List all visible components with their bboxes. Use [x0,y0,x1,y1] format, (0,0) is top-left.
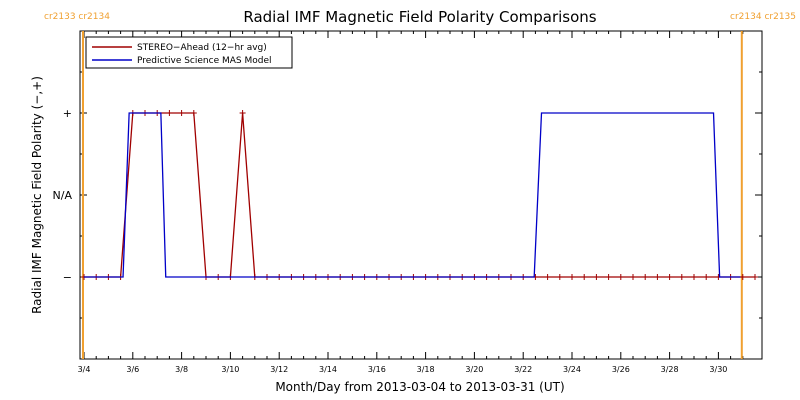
stereo-data-point [691,274,697,280]
y-tick-labels: − N/A + [53,107,73,284]
x-tick-label: 3/6 [126,365,139,374]
y-tick-label: − [63,271,72,284]
stereo-data-point [190,110,197,116]
stereo-data-point [544,274,551,280]
stereo-data-point [239,110,246,116]
legend: STEREO−Ahead (12−hr avg) Predictive Scie… [85,36,293,69]
stereo-data-point [593,274,600,280]
rotation-label-left: cr2133 cr2134 [44,12,110,22]
stereo-data-point [605,274,612,280]
x-tick-label: 3/12 [270,365,288,374]
legend-label-model: Predictive Science MAS Model [137,56,272,66]
stereo-data-point [703,274,710,280]
y-axis-label: Radial IMF Magnetic Field Polarity (−,+) [30,76,44,314]
x-tick-label: 3/26 [612,365,630,374]
x-tick-label: 3/24 [563,365,581,374]
stereo-data-point [178,110,185,116]
stereo-data-point [556,274,563,280]
stereo-data-point [654,274,661,280]
axis-ticks [80,30,762,360]
series-lines [81,110,758,280]
rotation-label-right: cr2134 cr2135 [730,12,796,22]
stereo-data-point [617,274,624,280]
x-tick-label: 3/22 [514,365,532,374]
stereo-data-point [739,274,746,280]
stereo-data-point [642,274,649,280]
stereo-data-point [166,110,173,116]
x-tick-label: 3/20 [465,365,483,374]
x-tick-label: 3/18 [417,365,435,374]
x-tick-label: 3/16 [368,365,386,374]
x-tick-label: 3/4 [78,365,91,374]
legend-label-stereo: STEREO−Ahead (12−hr avg) [137,43,267,53]
x-tick-label: 3/8 [175,365,188,374]
stereo-data-point [752,274,758,280]
x-tick-label: 3/10 [221,365,239,374]
x-tick-labels: 3/4 3/6 3/8 3/10 3/12 3/14 3/16 3/18 3/20 3/22 3/2… [78,365,728,374]
y-tick-label: N/A [53,189,73,202]
x-tick-label: 3/30 [709,365,727,374]
x-tick-label: 3/14 [319,365,337,374]
y-tick-label: + [63,107,72,120]
stereo-data-point [678,274,685,280]
stereo-data-point [581,274,588,280]
stereo-data-point [666,274,673,280]
plot-frame [79,30,763,360]
legend-box [85,36,293,69]
x-axis-label: Month/Day from 2013-03-04 to 2013-03-31 … [275,380,564,394]
stereo-data-point [569,274,575,280]
model-series-line [84,112,741,278]
stereo-series-line [84,112,755,278]
chart-title: Radial IMF Magnetic Field Polarity Compa… [243,8,596,26]
stereo-data-point [630,274,636,280]
x-tick-label: 3/28 [661,365,679,374]
rotation-boundaries [82,31,743,359]
